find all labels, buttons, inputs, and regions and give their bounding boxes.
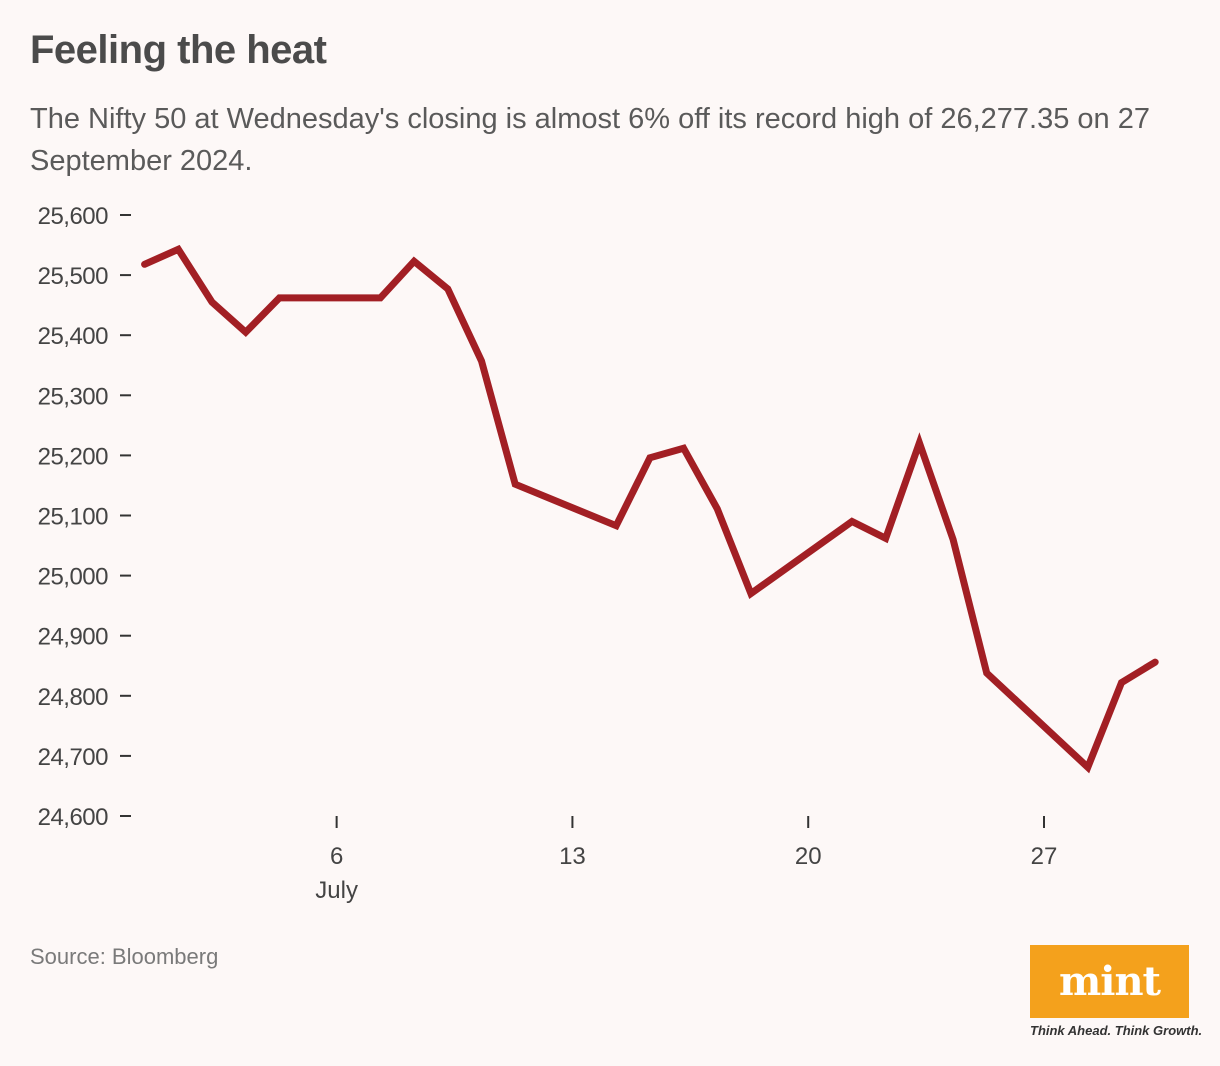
- y-tick-label: 25,300: [38, 383, 109, 410]
- y-tick-label: 25,400: [38, 323, 109, 350]
- source-note: Source: Bloomberg: [30, 944, 219, 969]
- x-tick-label: 20: [795, 843, 822, 870]
- x-tick-label: 6: [330, 843, 343, 870]
- logo-tagline: Think Ahead. Think Growth.: [1030, 1023, 1203, 1038]
- y-tick-label: 24,600: [38, 804, 109, 831]
- y-tick-label: 25,200: [38, 443, 109, 470]
- plot-area: [141, 244, 1159, 774]
- y-tick-label: 25,500: [38, 263, 109, 290]
- y-tick-label: 24,700: [38, 744, 109, 771]
- x-tick-label: 13: [559, 843, 586, 870]
- x-axis: 6 July 13 20 27: [315, 816, 1057, 904]
- y-tick-label: 25,100: [38, 504, 109, 531]
- y-tick-label: 25,600: [38, 203, 109, 230]
- y-tick-label: 24,800: [38, 684, 109, 711]
- chart-subtitle: The Nifty 50 at Wednesday's closing is a…: [30, 103, 1150, 177]
- x-tick-sublabel: July: [315, 877, 358, 904]
- y-axis: 24,600 24,700 24,800 24,900 25,000 25,100 25,2…: [38, 203, 131, 831]
- y-tick-label: 25,000: [38, 564, 109, 591]
- y-tick-label: 24,900: [38, 624, 109, 651]
- x-tick-label: 27: [1031, 843, 1058, 870]
- mint-logo: mint: [1030, 945, 1189, 1018]
- series-line-nifty-50: [141, 244, 1159, 774]
- chart-title: Feeling the heat: [30, 28, 327, 72]
- line-chart: 24,600 24,700 24,800 24,900 25,000 25,100 25,2…: [38, 203, 1159, 904]
